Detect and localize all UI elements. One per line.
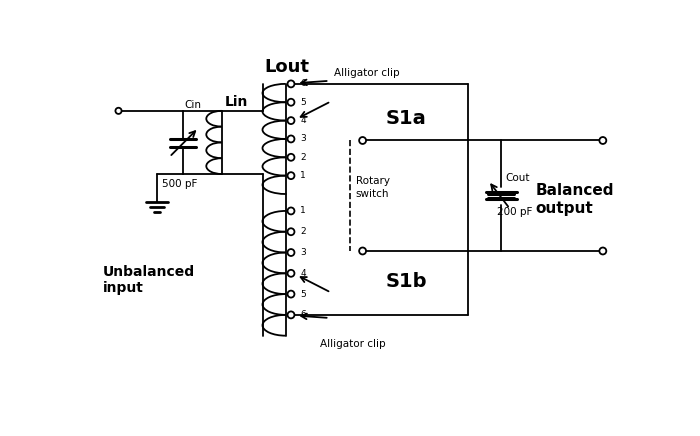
Text: 1: 1 xyxy=(300,206,306,215)
Circle shape xyxy=(288,270,295,277)
Circle shape xyxy=(288,208,295,215)
Text: 4: 4 xyxy=(300,269,306,278)
Text: S1b: S1b xyxy=(386,272,427,291)
Circle shape xyxy=(288,291,295,297)
Text: Cin: Cin xyxy=(185,100,202,110)
Circle shape xyxy=(288,99,295,106)
Circle shape xyxy=(116,108,122,114)
Circle shape xyxy=(288,172,295,179)
Circle shape xyxy=(288,249,295,256)
Circle shape xyxy=(599,137,606,144)
Text: 3: 3 xyxy=(300,248,306,257)
Circle shape xyxy=(288,136,295,143)
Text: 4: 4 xyxy=(300,116,306,125)
Text: switch: switch xyxy=(356,189,389,199)
Circle shape xyxy=(359,137,366,144)
Text: Lin: Lin xyxy=(225,95,248,109)
Text: 2: 2 xyxy=(300,153,306,162)
Text: 6: 6 xyxy=(300,310,306,320)
Text: Rotary: Rotary xyxy=(356,176,390,186)
Text: Balanced
output: Balanced output xyxy=(536,183,615,215)
Text: 1: 1 xyxy=(300,171,306,180)
Text: Cout: Cout xyxy=(505,173,529,183)
Text: 6: 6 xyxy=(300,79,306,89)
Text: Alligator clip: Alligator clip xyxy=(334,68,400,78)
Circle shape xyxy=(288,311,295,318)
Text: 5: 5 xyxy=(300,290,306,299)
Circle shape xyxy=(288,154,295,161)
Circle shape xyxy=(288,80,295,87)
Text: Unbalanced
input: Unbalanced input xyxy=(103,265,195,295)
Circle shape xyxy=(359,248,366,255)
Text: 3: 3 xyxy=(300,134,306,143)
Text: 500 pF: 500 pF xyxy=(162,179,197,189)
Text: 200 pF: 200 pF xyxy=(497,207,533,217)
Circle shape xyxy=(599,248,606,255)
Circle shape xyxy=(288,117,295,124)
Text: 2: 2 xyxy=(300,227,306,236)
Text: Lout: Lout xyxy=(265,58,310,76)
Text: Alligator clip: Alligator clip xyxy=(321,339,386,349)
Text: 5: 5 xyxy=(300,98,306,107)
Circle shape xyxy=(288,228,295,235)
Text: S1a: S1a xyxy=(386,109,426,128)
